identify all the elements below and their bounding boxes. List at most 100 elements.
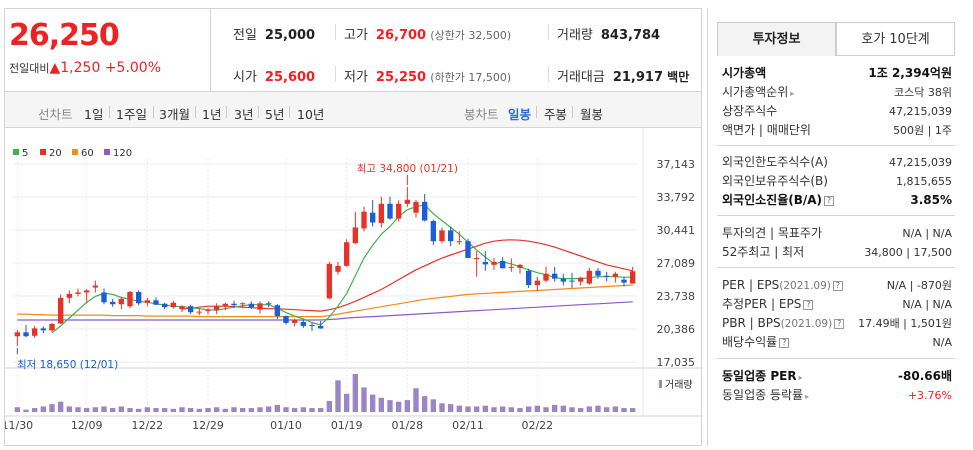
volume-bar — [491, 407, 497, 412]
candle-monthly[interactable]: 월봉 — [580, 107, 604, 122]
volume-bar — [144, 407, 151, 412]
candle-body — [300, 321, 307, 326]
candle-body — [343, 242, 350, 266]
x-tick-label: 01/10 — [270, 419, 302, 432]
divider — [717, 358, 955, 359]
candle-body — [213, 306, 220, 311]
divider — [258, 106, 259, 118]
candle-body — [127, 291, 133, 307]
candle-body — [317, 325, 324, 329]
period-3y[interactable]: 3년 — [234, 107, 254, 122]
legend-swatch — [13, 149, 19, 155]
help-icon[interactable]: ? — [803, 299, 814, 310]
help-icon[interactable]: ? — [824, 195, 835, 206]
y-tick-label: 23,738 — [657, 290, 696, 303]
divider — [226, 106, 227, 118]
volume-bar — [135, 408, 142, 412]
candle-body — [291, 320, 298, 323]
volume-bar — [352, 374, 359, 412]
stock-chart[interactable]: 37,143 33,792 30,441 27,089 23,738 20,386 17,0… — [1, 128, 703, 446]
volume-label: 거래량 — [665, 379, 693, 391]
candle-body — [257, 303, 263, 310]
stat-low: 저가 25,250 (하한가 17,500) — [344, 70, 512, 85]
candle-body — [404, 199, 411, 204]
volume-bar — [309, 408, 315, 412]
volume-bar — [213, 407, 220, 412]
divider — [536, 106, 537, 118]
period-3m[interactable]: 3개월 — [159, 107, 190, 122]
volume-bar — [543, 407, 549, 412]
candle-body — [378, 203, 385, 224]
candle-weekly[interactable]: 주봉 — [544, 107, 568, 122]
legend-label: 5 — [22, 148, 28, 159]
candle-body — [508, 266, 515, 268]
period-1d[interactable]: 1일 — [84, 107, 104, 122]
volume-bar — [387, 400, 393, 412]
volume-bar — [395, 401, 402, 412]
x-tick-label: 02/11 — [452, 419, 484, 432]
volume-bar — [456, 405, 463, 412]
candle-body — [23, 332, 29, 337]
x-tick-label: 12/09 — [71, 419, 103, 432]
x-tick-label: 12/29 — [192, 419, 224, 432]
line-chart-button[interactable]: 선차트 — [38, 107, 73, 122]
volume-bar — [179, 407, 185, 412]
volume-bar — [153, 408, 159, 412]
volume-bar — [413, 388, 419, 412]
volume-bar — [231, 407, 237, 412]
moving-average-ma120 — [17, 301, 633, 321]
divider — [335, 24, 336, 40]
x-tick-label: 12/22 — [131, 419, 163, 432]
price-box — [4, 8, 210, 92]
candle-body — [430, 221, 437, 242]
stat-open: 시가 25,600 — [233, 70, 316, 85]
period-1y[interactable]: 1년 — [202, 107, 222, 122]
help-icon[interactable]: ? — [832, 280, 843, 291]
volume-bar — [300, 407, 307, 412]
candle-body — [75, 292, 81, 294]
divider — [109, 106, 110, 118]
candle-body — [560, 278, 567, 282]
volume-bar — [83, 408, 90, 412]
volume-bar — [57, 401, 64, 412]
up-triangle-icon: ▲ — [49, 60, 61, 76]
period-5y[interactable]: 5년 — [265, 107, 285, 122]
candle-body — [551, 273, 558, 279]
volume-bar — [196, 408, 203, 412]
tab-invest-info[interactable]: 투자정보 — [717, 22, 836, 56]
candle-body — [31, 328, 38, 336]
candle-body — [499, 260, 506, 269]
candle-daily[interactable]: 일봉 — [508, 107, 532, 122]
row-shares: 상장주식수 47,215,039 — [722, 104, 952, 118]
row-market-cap-rank[interactable]: 시가총액순위 ▸ 코스닥 38위 — [722, 83, 952, 102]
candle-body — [491, 261, 497, 265]
divider — [195, 106, 196, 118]
candle-body — [40, 328, 47, 331]
volume-bar — [560, 405, 567, 412]
legend-label: 20 — [49, 148, 62, 159]
legend-swatch — [72, 149, 78, 155]
volume-bar — [109, 408, 116, 412]
candle-body — [14, 332, 21, 337]
row-market-cap: 시가총액 1조 2,394억원 — [722, 66, 952, 80]
chart-toolbar — [4, 92, 702, 128]
volume-bar — [317, 408, 324, 412]
row-foreign-ratio: 외국인소진율(B/A)? 3.85% — [722, 193, 952, 207]
help-icon[interactable]: ? — [834, 318, 845, 329]
candle-body — [577, 277, 584, 282]
row-sector-per[interactable]: 동일업종 PER ▸ -80.66배 — [722, 367, 952, 386]
candle-body — [144, 300, 151, 303]
y-tick-label: 20,386 — [657, 323, 696, 336]
tab-orderbook[interactable]: 호가 10단계 — [836, 22, 955, 56]
candle-body — [92, 285, 99, 288]
help-icon[interactable]: ? — [779, 337, 790, 348]
row-sector-change[interactable]: 동일업종 등락률 ▸ +3.76% — [722, 386, 952, 405]
x-tick-label: 01/19 — [331, 419, 363, 432]
candle-body — [517, 264, 523, 268]
chevron-right-icon: ▸ — [805, 392, 810, 401]
period-10y[interactable]: 10년 — [297, 107, 325, 122]
period-1w[interactable]: 1주일 — [116, 107, 147, 122]
y-tick-label: 30,441 — [657, 224, 696, 237]
candle-body — [447, 230, 454, 242]
candle-chart-button[interactable]: 봉차트 — [464, 107, 499, 122]
